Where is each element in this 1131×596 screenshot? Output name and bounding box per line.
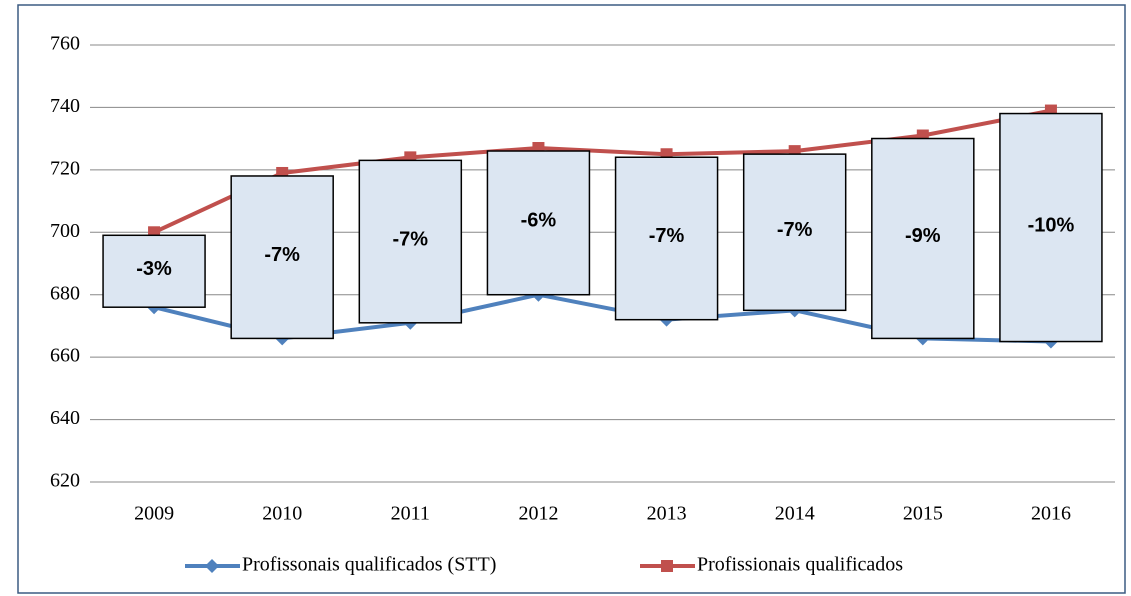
legend-label: Profissionais qualificados <box>697 554 903 576</box>
gap-bar <box>742 153 847 312</box>
gap-bar <box>871 137 975 340</box>
gap-bar <box>999 112 1103 343</box>
gap-label: -3% <box>136 258 172 280</box>
x-tick-label: 2014 <box>775 503 815 525</box>
gap-label: -10% <box>1028 214 1075 236</box>
x-tick-label: 2016 <box>1031 503 1071 525</box>
y-tick-label: 640 <box>50 407 80 429</box>
gap-bar <box>102 234 206 308</box>
gap-bar <box>230 175 334 340</box>
legend-marker <box>661 560 673 572</box>
y-tick-label: 620 <box>50 470 80 492</box>
x-tick-label: 2010 <box>262 503 302 525</box>
gap-bar <box>358 159 463 324</box>
legend-label: Profissonais qualificados (STT) <box>242 554 496 576</box>
x-tick-label: 2012 <box>518 503 558 525</box>
legend-marker <box>205 559 219 573</box>
y-tick-label: 700 <box>50 220 80 242</box>
gap-label: -9% <box>905 225 941 247</box>
x-tick-label: 2009 <box>134 503 174 525</box>
gap-label: -7% <box>777 219 813 241</box>
x-tick-label: 2015 <box>903 503 943 525</box>
gap-bar <box>614 156 719 321</box>
gap-label: -7% <box>393 228 429 250</box>
x-tick-label: 2011 <box>391 503 430 525</box>
gap-label: -7% <box>264 244 300 266</box>
y-tick-label: 680 <box>50 282 80 304</box>
gap-bar <box>486 150 591 296</box>
x-tick-label: 2013 <box>647 503 687 525</box>
y-tick-label: 720 <box>50 157 80 179</box>
gap-label: -7% <box>649 225 685 247</box>
y-tick-label: 740 <box>50 95 80 117</box>
y-tick-label: 660 <box>50 345 80 367</box>
y-tick-label: 760 <box>50 33 80 55</box>
gap-label: -6% <box>521 210 557 232</box>
